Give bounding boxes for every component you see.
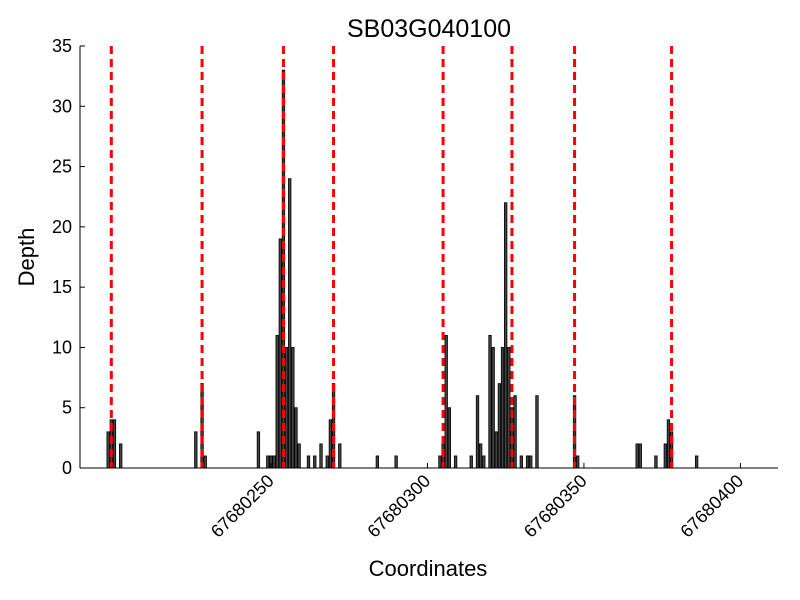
bar (106, 431, 110, 469)
bars-group (106, 69, 699, 469)
bar (491, 347, 495, 469)
bar (666, 419, 671, 469)
bar (438, 455, 442, 469)
bar (663, 443, 667, 469)
bar (119, 443, 123, 469)
bar (288, 178, 292, 469)
bar (500, 347, 505, 469)
y-tick-label: 15 (52, 277, 72, 297)
bar (513, 395, 517, 469)
bar (482, 455, 486, 469)
bar (497, 383, 502, 469)
bar (306, 455, 311, 469)
bar (478, 443, 483, 469)
axes-group (79, 46, 778, 469)
bar (519, 455, 523, 469)
y-tick-label: 0 (62, 458, 72, 478)
bar (272, 455, 276, 469)
bar (654, 455, 658, 469)
bar (453, 455, 458, 469)
bar (319, 443, 323, 469)
bar (504, 202, 508, 469)
x-ticks-group: 67680250 67680300 67680350 67680400 (207, 463, 747, 541)
bar (635, 443, 639, 469)
bar (203, 455, 207, 469)
bar (313, 455, 317, 469)
y-tick-label: 10 (52, 337, 72, 357)
y-axis-label: Depth (14, 228, 39, 287)
bar (338, 443, 342, 469)
x-tick-label: 67680350 (520, 471, 591, 542)
bar (469, 455, 473, 469)
bar (694, 455, 699, 469)
bar (112, 419, 117, 469)
x-tick-label: 67680300 (363, 471, 434, 542)
y-tick-label: 20 (52, 217, 72, 237)
marker-lines-group (109, 46, 674, 468)
y-tick-label: 25 (52, 157, 72, 177)
chart-title: SB03G040100 (347, 15, 511, 43)
bar (444, 334, 448, 469)
bar (291, 347, 295, 469)
bar (529, 455, 533, 469)
y-tick-label: 30 (52, 96, 72, 116)
bar (572, 395, 577, 469)
bar (375, 455, 380, 469)
bar (525, 455, 530, 469)
bar (638, 443, 642, 469)
bar (297, 443, 301, 469)
y-tick-label: 5 (62, 398, 72, 418)
bar (494, 431, 498, 469)
bar (278, 238, 282, 469)
bar (284, 347, 289, 469)
bar (576, 455, 580, 469)
bar (266, 455, 270, 469)
y-tick-label: 35 (52, 36, 72, 56)
bar (275, 334, 279, 469)
bar (328, 419, 333, 469)
bar (447, 407, 451, 469)
bar (194, 431, 198, 469)
bar (535, 395, 539, 469)
bar (325, 455, 329, 469)
x-axis-label: Coordinates (369, 556, 488, 581)
bar (394, 455, 398, 469)
bar (256, 431, 261, 469)
x-tick-label: 67680400 (676, 471, 747, 542)
bar (475, 395, 480, 469)
y-ticks-group: 0 5 10 15 20 25 30 35 (52, 36, 85, 478)
bar (488, 334, 492, 469)
bar (507, 347, 511, 469)
bar (294, 407, 298, 469)
x-tick-label: 67680250 (207, 471, 278, 542)
